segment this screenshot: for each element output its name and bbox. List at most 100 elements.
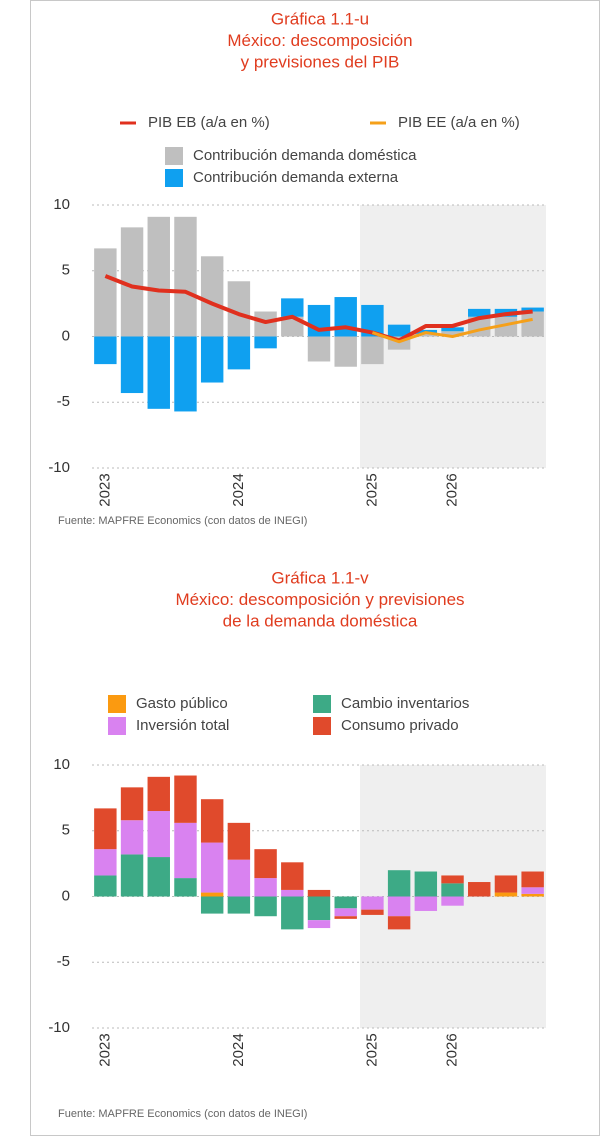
bar — [281, 298, 304, 317]
bar — [254, 896, 277, 917]
bar — [200, 892, 224, 897]
bar — [361, 896, 384, 910]
bar — [441, 883, 464, 897]
chart-title: México: descomposición y previsiones — [175, 590, 464, 609]
bar — [227, 822, 251, 860]
legend-label: Contribución demanda doméstica — [193, 147, 417, 164]
y-tick-label: 5 — [62, 822, 70, 839]
bar — [387, 870, 411, 897]
bar — [441, 875, 464, 884]
bar — [227, 859, 251, 897]
bar — [174, 216, 197, 337]
bar — [120, 227, 144, 337]
x-tick-label: 2024 — [230, 1033, 247, 1066]
legend-swatch — [165, 147, 183, 165]
x-tick-label: 2026 — [443, 1033, 460, 1066]
chart-title: México: descomposición — [227, 31, 412, 50]
bar — [521, 893, 544, 897]
bar — [307, 336, 331, 362]
bar — [494, 875, 518, 893]
x-tick-label: 2024 — [230, 473, 247, 506]
legend-swatch — [313, 695, 331, 713]
bar — [494, 892, 518, 897]
bar — [174, 822, 197, 879]
legend-label: Cambio inventarios — [341, 695, 469, 712]
legend-swatch — [165, 169, 183, 187]
line — [371, 317, 533, 344]
bar — [414, 896, 438, 911]
bar — [147, 216, 170, 337]
bar — [361, 909, 384, 915]
x-tick-label: 2023 — [96, 473, 113, 506]
x-tick-label: 2025 — [363, 1033, 380, 1066]
bar — [147, 776, 170, 812]
bar — [174, 878, 197, 897]
bar — [361, 304, 384, 337]
bar — [147, 811, 170, 858]
bar — [200, 842, 224, 893]
bar — [227, 896, 251, 914]
bar — [147, 857, 170, 897]
bar — [334, 896, 357, 909]
legend-swatch — [108, 695, 126, 713]
y-tick-label: 10 — [53, 196, 70, 213]
y-tick-label: -10 — [48, 459, 70, 476]
bar — [200, 336, 224, 383]
bar — [94, 336, 117, 365]
bar — [254, 878, 277, 897]
bar — [414, 871, 438, 897]
bar — [227, 336, 251, 370]
x-tick-label: 2023 — [96, 1033, 113, 1066]
bar — [307, 896, 331, 921]
y-tick-label: -10 — [48, 1019, 70, 1036]
legend-label: Gasto público — [136, 695, 228, 712]
bar — [307, 920, 331, 929]
bar — [361, 336, 384, 365]
bar — [94, 808, 117, 850]
bar — [174, 336, 197, 412]
chart-title: y previsiones del PIB — [241, 52, 400, 71]
source-note: Fuente: MAPFRE Economics (con datos de I… — [58, 515, 307, 527]
chart-title: de la demanda doméstica — [223, 611, 418, 630]
y-tick-label: -5 — [57, 953, 70, 970]
bar — [441, 327, 464, 332]
x-tick-label: 2025 — [363, 473, 380, 506]
bar — [254, 849, 277, 879]
legend-swatch — [108, 717, 126, 735]
bar — [281, 889, 304, 897]
bar — [387, 324, 411, 337]
legend-label: PIB EB (a/a en %) — [148, 114, 270, 131]
bar — [281, 896, 304, 930]
legend-label: Consumo privado — [341, 717, 459, 734]
y-tick-label: 0 — [62, 327, 70, 344]
bar — [441, 331, 464, 337]
bar — [494, 316, 518, 337]
bar — [521, 311, 544, 337]
bar — [94, 875, 117, 897]
bar — [120, 787, 144, 821]
line — [104, 274, 533, 343]
bar — [200, 896, 224, 914]
y-tick-label: 10 — [53, 756, 70, 773]
x-tick-label: 2026 — [443, 473, 460, 506]
legend-label: Contribución demanda externa — [193, 169, 399, 186]
y-tick-label: 5 — [62, 262, 70, 279]
bar — [414, 333, 438, 337]
bar — [120, 820, 144, 855]
y-tick-label: 0 — [62, 887, 70, 904]
bar — [468, 882, 491, 897]
bar — [147, 336, 170, 409]
bar — [334, 336, 357, 367]
bar — [307, 889, 331, 897]
bar — [521, 887, 544, 894]
bar — [200, 256, 224, 337]
bar — [521, 307, 544, 312]
bar — [468, 308, 491, 317]
legend-swatch — [313, 717, 331, 735]
bar — [120, 336, 144, 394]
source-note: Fuente: MAPFRE Economics (con datos de I… — [58, 1108, 307, 1120]
chart-title: Gráfica 1.1-v — [271, 568, 369, 587]
bar — [441, 896, 464, 906]
y-tick-label: -5 — [57, 393, 70, 410]
